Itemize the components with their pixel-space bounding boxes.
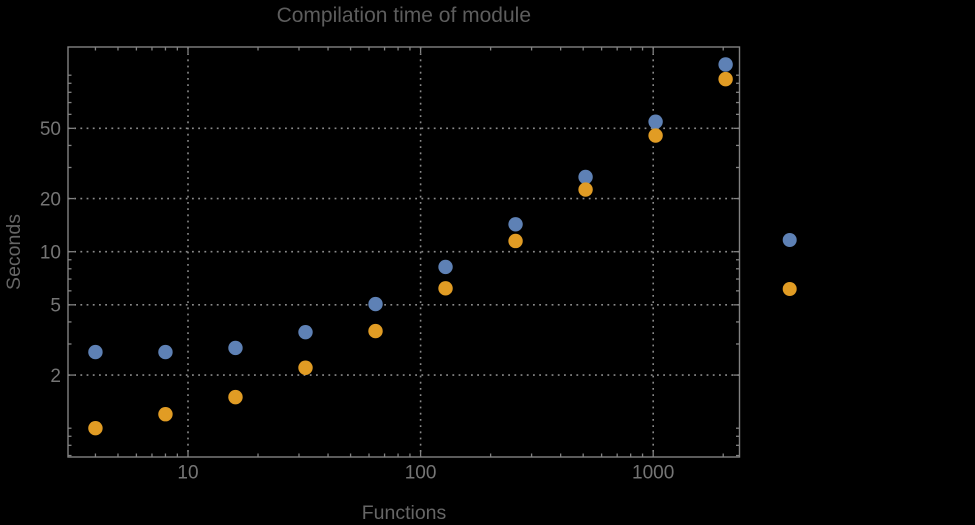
data-point-series-1-x1024 [648,114,663,129]
y-tick-label: 20 [40,189,61,210]
y-tick-label: 2 [50,366,61,387]
gridlines [68,47,740,457]
tick-labels: 10 100 1000 2 5 10 20 50 [40,119,674,483]
plot-frame [67,46,741,458]
y-tick-label: 10 [40,243,61,264]
data-point-series-2-x256 [508,233,523,249]
x-tick-label: 1000 [632,463,674,484]
data-point-series-2-x128 [438,281,453,296]
x-tick-label: 100 [405,463,437,484]
y-tick-label: 5 [50,296,61,317]
x-axis-label: Functions [362,502,447,524]
data-point-series-1-x8 [158,344,173,360]
data-point-series-1-x2048 [718,57,733,72]
data-point-series-2-x64 [368,323,383,339]
data-point-series-2-x1024 [648,128,663,143]
data-point-series-1-x4 [88,344,103,360]
data-point-series-2-x4 [88,421,103,436]
data-point-series-1-x256 [508,217,523,232]
x-tick-label: 10 [177,463,198,484]
chart-title: Compilation time of module [277,4,531,27]
data-point-series-2-x8 [158,407,173,422]
legend-marker-series-1 [782,233,797,247]
data-point-series-2-x32 [298,360,313,375]
legend [782,233,797,296]
data-point-series-1-x32 [298,324,313,340]
data-point-series-1-x64 [368,296,383,312]
legend-marker-series-2 [782,282,797,296]
data-point-series-2-x512 [578,182,593,197]
data-point-series-1-x16 [228,340,243,356]
data-point-series-2-x16 [228,389,243,405]
data-points [88,57,733,436]
y-tick-label: 50 [40,119,61,140]
data-point-series-2-x2048 [718,71,733,87]
data-point-series-1-x512 [578,169,593,185]
data-point-series-1-x128 [438,259,453,275]
y-axis-label: Seconds [3,214,25,290]
